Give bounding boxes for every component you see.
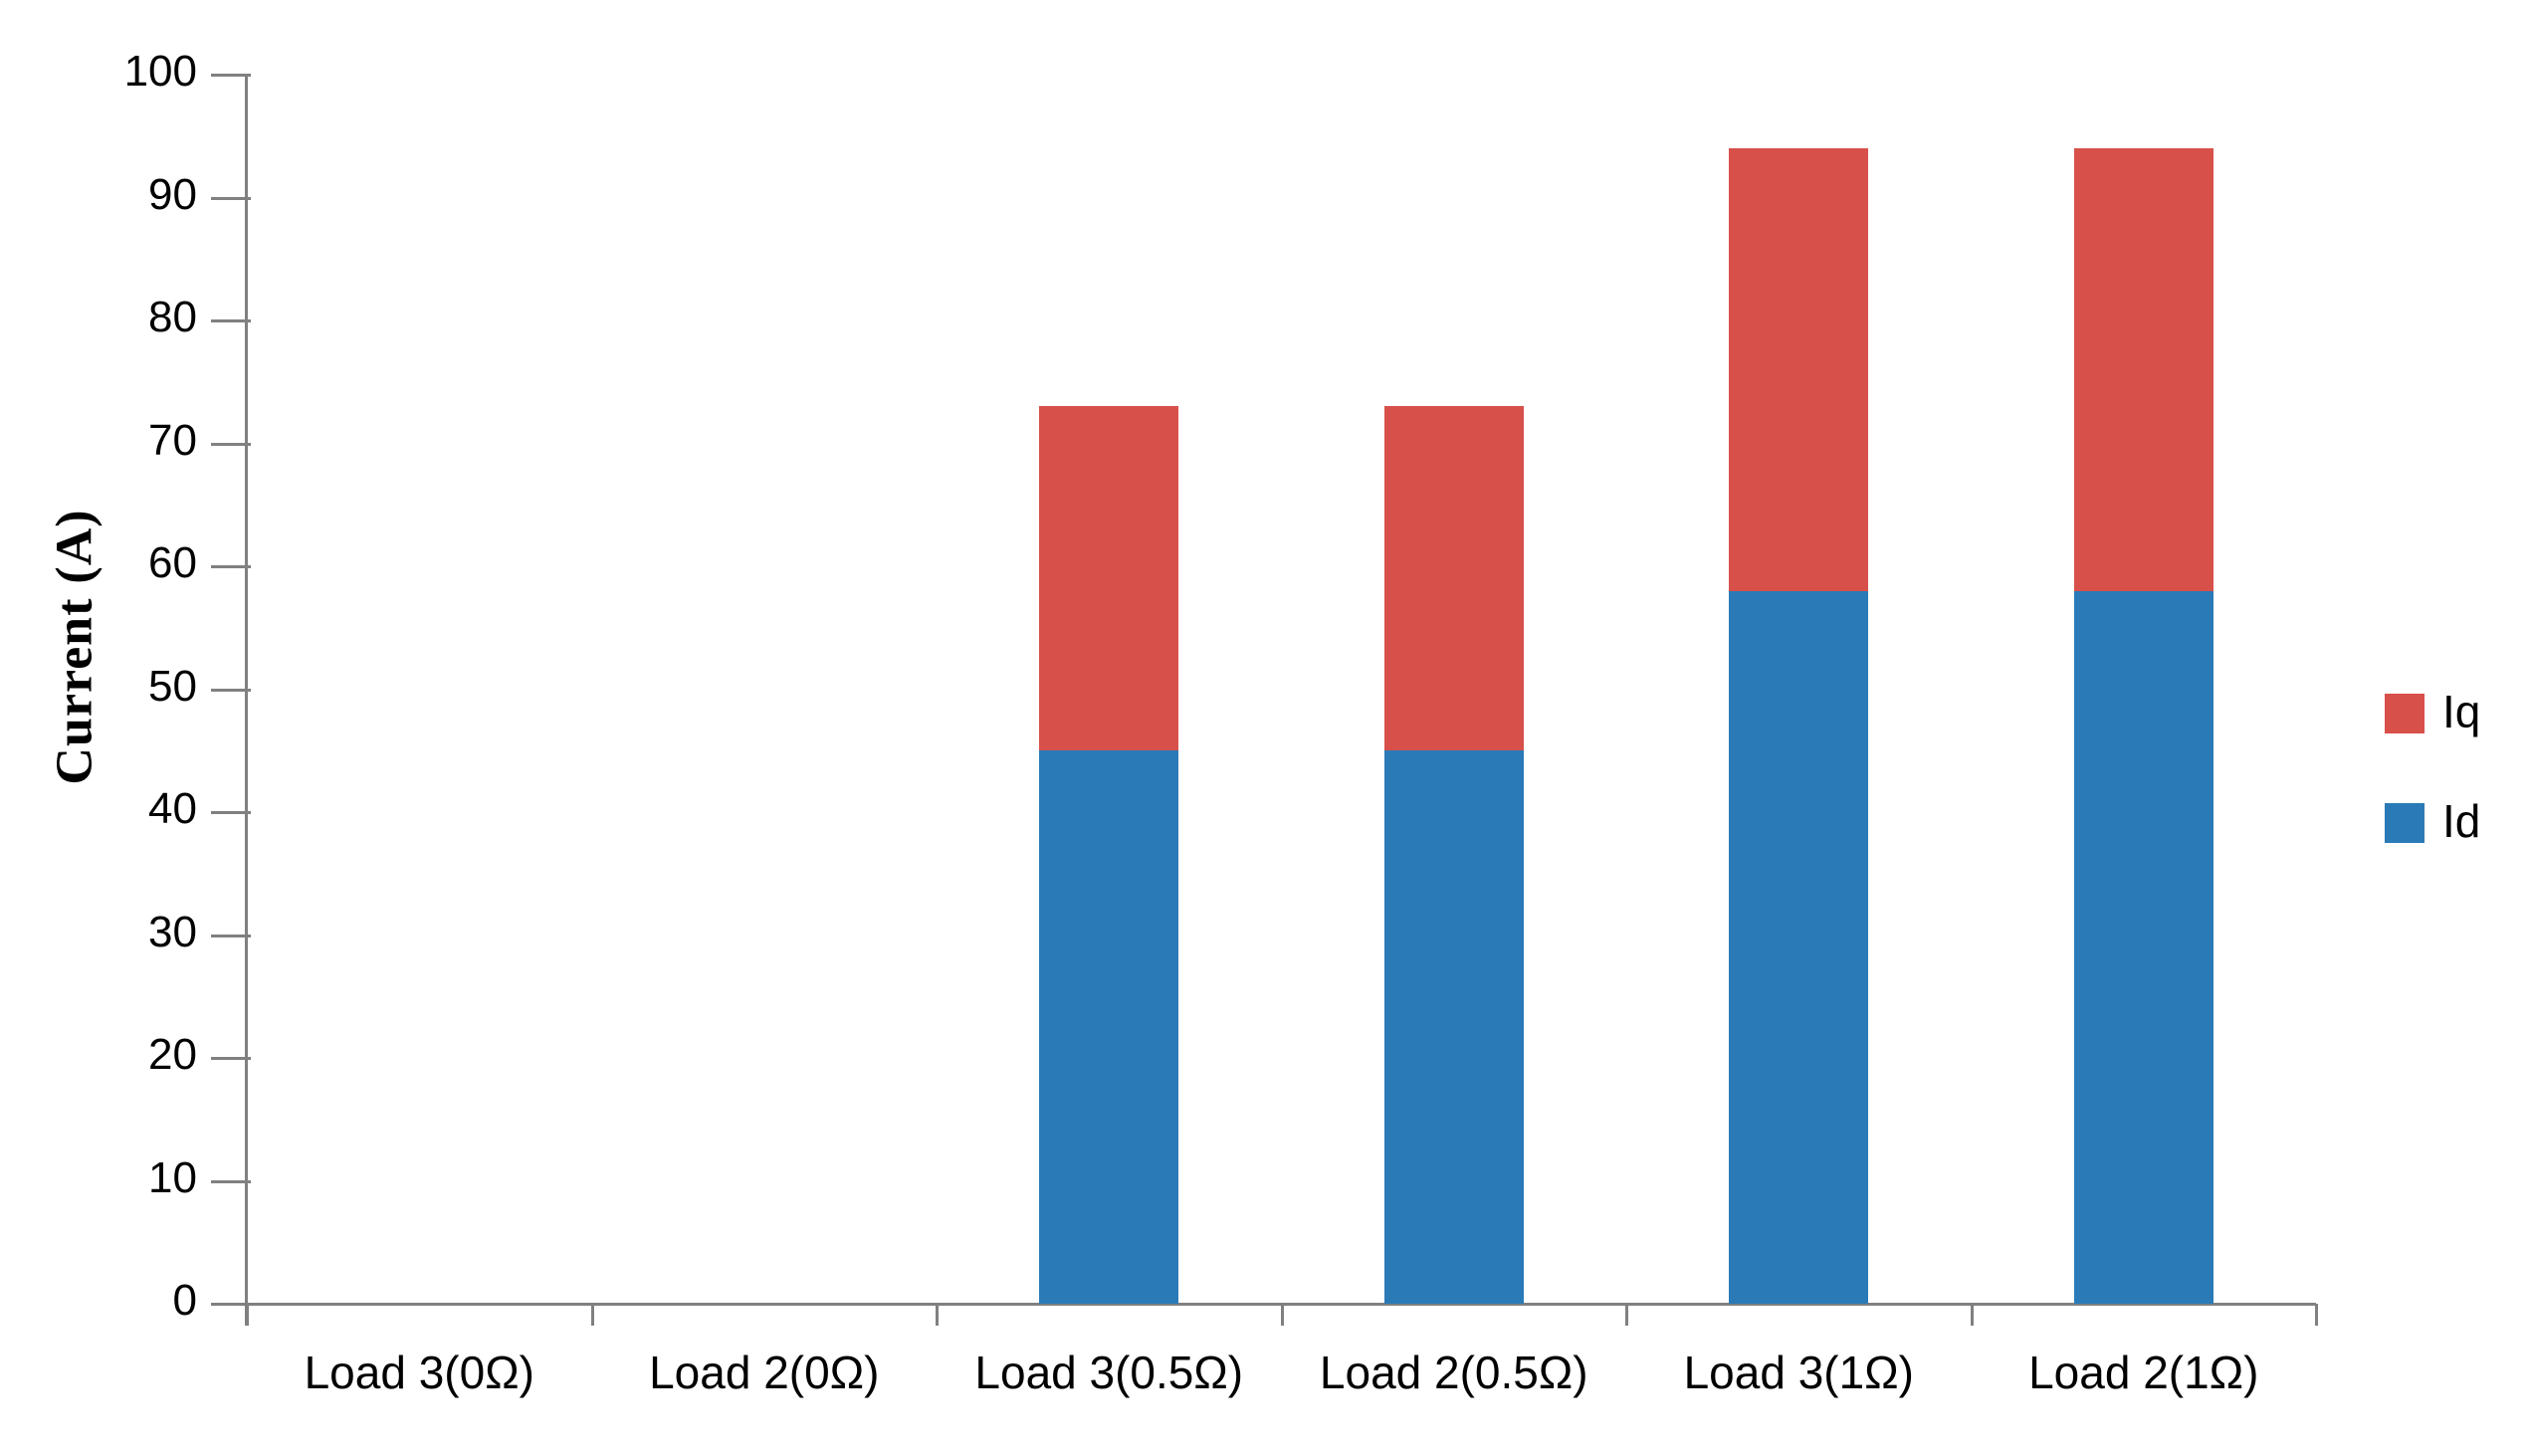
y-tick (211, 442, 251, 446)
y-tick-label: 100 (123, 47, 197, 96)
y-tick (211, 811, 251, 814)
y-tick (211, 196, 251, 200)
y-tick-label: 40 (148, 784, 197, 833)
x-tick (246, 1304, 249, 1326)
y-tick-label: 20 (148, 1030, 197, 1079)
y-tick (211, 1303, 251, 1306)
x-tick (1625, 1304, 1628, 1326)
legend-label: Iq (2442, 686, 2481, 737)
y-tick (211, 1057, 251, 1060)
legend-swatch-iq (2385, 694, 2424, 733)
y-tick (211, 688, 251, 692)
y-tick-label: 70 (148, 415, 197, 465)
y-tick (211, 934, 251, 937)
bar-segment-id (2073, 590, 2213, 1304)
x-category-label: Load 2(0.5Ω) (1319, 1347, 1588, 1398)
bar-segment-id (1383, 750, 1524, 1304)
y-axis-line (245, 75, 248, 1326)
bar-segment-iq (1039, 406, 1179, 751)
x-category-label: Load 2(0Ω) (649, 1347, 880, 1398)
y-tick-label: 10 (148, 1152, 197, 1202)
x-tick (2315, 1304, 2318, 1326)
y-tick-label: 90 (148, 169, 197, 219)
bar-segment-iq (2073, 148, 2213, 591)
y-tick-label: 30 (148, 907, 197, 956)
x-axis-line (211, 1303, 2316, 1306)
x-category-label: Load 3(1Ω) (1683, 1347, 1914, 1398)
x-tick (590, 1304, 594, 1326)
bar-segment-iq (1729, 148, 1869, 591)
legend-swatch-id (2385, 803, 2424, 843)
legend-label: Id (2442, 795, 2481, 847)
y-tick-label: 80 (148, 293, 197, 341)
x-tick (1280, 1304, 1284, 1326)
bar-segment-id (1729, 590, 1869, 1304)
y-tick-label: 50 (148, 661, 197, 711)
legend: Iq Id (2385, 686, 2529, 863)
bar-segment-iq (1383, 406, 1524, 751)
y-tick-label: 60 (148, 538, 197, 587)
x-tick (936, 1304, 939, 1326)
bar-segment-id (1039, 750, 1179, 1304)
y-tick-label: 0 (172, 1276, 197, 1325)
legend-item: Id (2385, 795, 2529, 847)
x-category-label: Load 2(1Ω) (2028, 1347, 2259, 1398)
x-category-label: Load 3(0Ω) (304, 1347, 534, 1398)
x-tick (1970, 1304, 1974, 1326)
y-tick (211, 1179, 251, 1183)
legend-item: Iq (2385, 686, 2529, 737)
x-category-label: Load 3(0.5Ω) (974, 1347, 1244, 1398)
y-tick (211, 319, 251, 322)
y-tick (211, 74, 251, 77)
y-tick (211, 565, 251, 568)
